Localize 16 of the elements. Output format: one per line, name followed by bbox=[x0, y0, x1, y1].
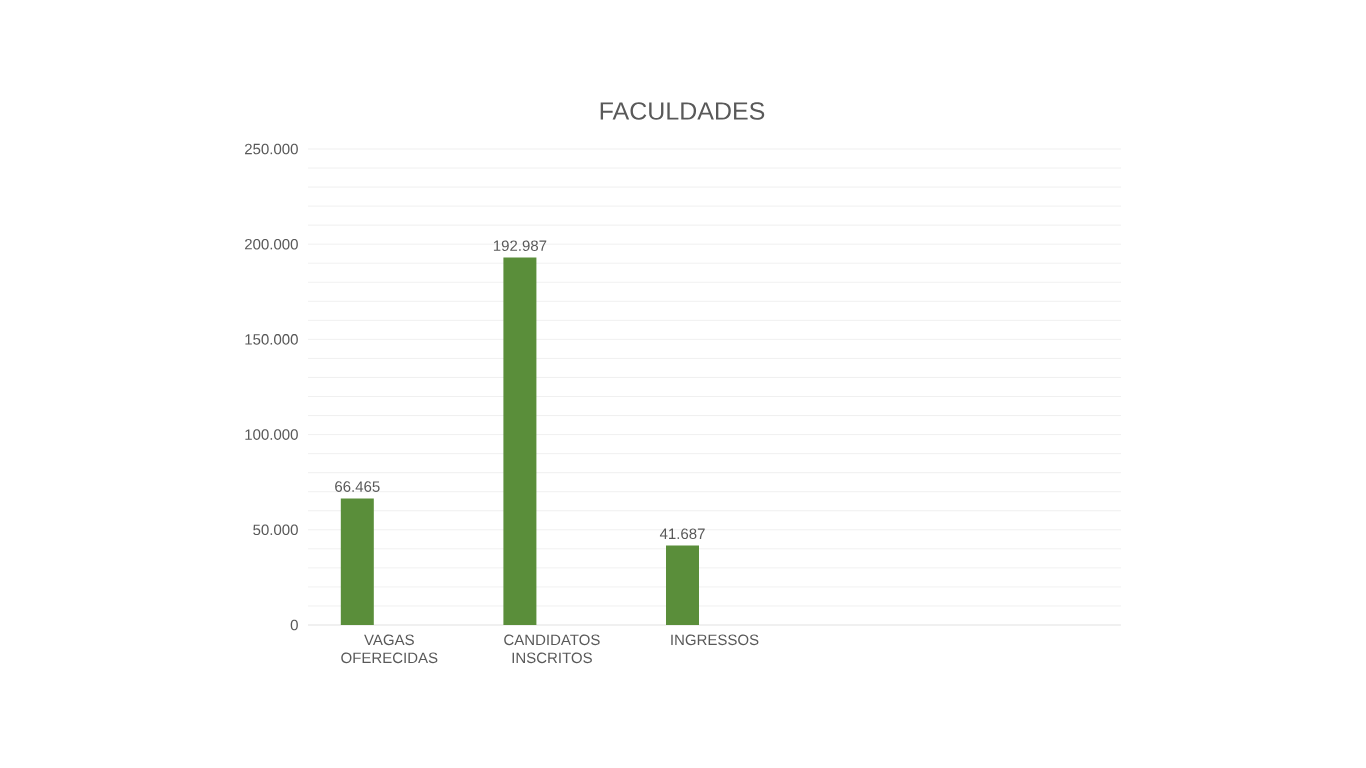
y-tick-label: 250.000 bbox=[245, 143, 298, 155]
bar bbox=[666, 545, 699, 625]
data-label: 192.987 bbox=[493, 240, 547, 251]
x-tick-label: CANDIDATOS INSCRITOS bbox=[504, 634, 600, 664]
data-label: 41.687 bbox=[659, 528, 705, 540]
y-tick-label: 0 bbox=[290, 619, 298, 631]
chart-title: FACULDADES bbox=[600, 102, 765, 120]
y-tick-label: 200.000 bbox=[245, 238, 298, 250]
y-tick-label: 50.000 bbox=[253, 524, 298, 536]
x-tick-label: INGRESSOS bbox=[671, 634, 759, 646]
x-tick-label: VAGAS OFERECIDAS bbox=[341, 634, 438, 664]
y-tick-label: 100.000 bbox=[245, 429, 298, 440]
bar bbox=[340, 498, 374, 625]
bar bbox=[503, 257, 537, 625]
data-label: 66.465 bbox=[335, 481, 380, 492]
y-tick-label: 150.000 bbox=[245, 334, 298, 345]
